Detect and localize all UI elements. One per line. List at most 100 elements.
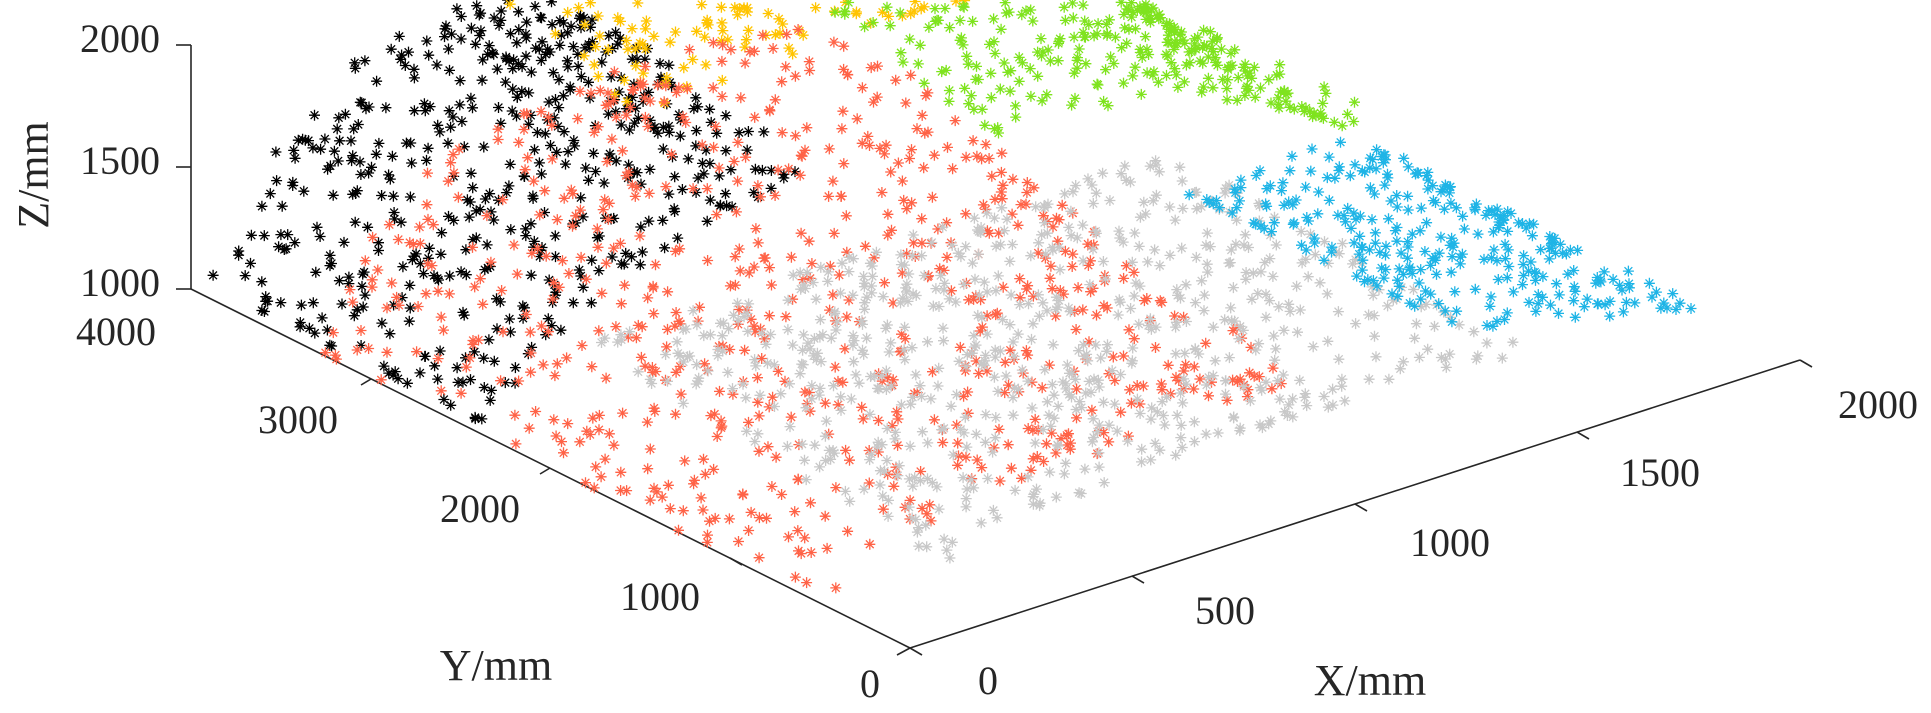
data-point <box>1144 160 1156 172</box>
data-point <box>493 102 504 113</box>
data-point <box>258 306 270 317</box>
data-point <box>990 240 1002 252</box>
data-point <box>887 374 899 386</box>
data-point <box>1189 344 1201 355</box>
data-point <box>1234 425 1246 437</box>
data-point <box>1037 424 1049 435</box>
data-point <box>1148 66 1160 78</box>
data-point <box>294 317 306 328</box>
data-point <box>893 460 905 472</box>
data-point <box>892 413 904 425</box>
data-point <box>389 213 400 225</box>
data-point <box>588 147 599 159</box>
data-point <box>584 41 596 53</box>
data-point <box>784 421 796 433</box>
data-point <box>1050 310 1062 322</box>
data-point <box>1061 359 1073 371</box>
data-point <box>677 356 689 368</box>
data-point <box>732 297 743 309</box>
data-point <box>1178 311 1190 323</box>
data-point <box>347 296 359 308</box>
data-point <box>814 461 826 473</box>
data-point <box>1014 292 1026 304</box>
data-point <box>476 413 488 425</box>
data-point <box>895 259 907 271</box>
data-point <box>1055 433 1067 445</box>
data-point <box>1170 449 1182 461</box>
data-point <box>1650 286 1662 298</box>
data-point <box>939 3 951 14</box>
data-point <box>517 300 529 312</box>
data-point <box>457 306 469 318</box>
data-point <box>996 202 1008 214</box>
data-point <box>968 103 980 115</box>
data-point <box>1014 299 1026 311</box>
data-point <box>716 35 728 47</box>
data-point <box>938 335 949 347</box>
data-point <box>1316 111 1327 123</box>
data-point <box>950 296 962 308</box>
data-point <box>814 314 826 326</box>
data-point <box>672 347 684 359</box>
data-point <box>366 281 378 293</box>
data-point <box>716 420 728 432</box>
data-point <box>1109 31 1121 43</box>
data-point <box>824 304 836 316</box>
data-point <box>352 119 364 130</box>
data-point <box>740 392 752 404</box>
data-point <box>1085 286 1097 298</box>
data-point <box>1332 306 1344 318</box>
data-point <box>574 85 586 97</box>
data-point <box>832 375 844 387</box>
data-point <box>1139 1 1151 13</box>
data-point <box>644 114 656 126</box>
data-point <box>567 220 578 232</box>
data-point <box>1215 43 1227 55</box>
data-point <box>958 1 970 13</box>
data-point <box>329 349 341 361</box>
data-point <box>1027 15 1039 27</box>
data-point <box>516 61 528 73</box>
data-point <box>578 50 590 62</box>
data-point <box>536 168 547 180</box>
data-point <box>958 390 970 402</box>
data-point <box>938 422 950 434</box>
data-point <box>635 221 647 233</box>
data-point <box>1503 261 1515 272</box>
data-point <box>988 13 1000 25</box>
data-point <box>383 219 395 231</box>
data-point <box>548 112 560 124</box>
data-point <box>1183 189 1195 201</box>
data-point <box>680 323 692 335</box>
data-point <box>1021 187 1033 198</box>
data-point <box>573 264 585 276</box>
data-point <box>591 223 603 235</box>
data-point <box>797 344 809 356</box>
data-point <box>1427 195 1439 207</box>
data-point <box>1012 383 1024 395</box>
data-point <box>383 169 395 181</box>
data-point <box>647 282 659 294</box>
data-point <box>616 258 627 270</box>
data-point <box>297 133 309 145</box>
data-point <box>982 473 994 484</box>
data-point <box>1604 295 1616 307</box>
data-point <box>1268 217 1280 229</box>
data-point <box>610 111 622 123</box>
x-tick-mark <box>909 647 923 656</box>
data-point <box>663 188 675 200</box>
data-point <box>1315 107 1327 119</box>
data-point <box>910 514 922 525</box>
data-point <box>474 30 486 41</box>
data-point <box>536 320 547 332</box>
data-point <box>617 145 628 157</box>
data-point <box>602 98 614 110</box>
data-point <box>1189 33 1201 45</box>
data-point <box>912 58 924 70</box>
data-point <box>1217 74 1229 85</box>
data-point <box>1422 183 1434 195</box>
data-point <box>698 330 710 342</box>
data-point <box>503 180 515 192</box>
data-point <box>509 377 521 389</box>
data-point <box>779 375 791 387</box>
